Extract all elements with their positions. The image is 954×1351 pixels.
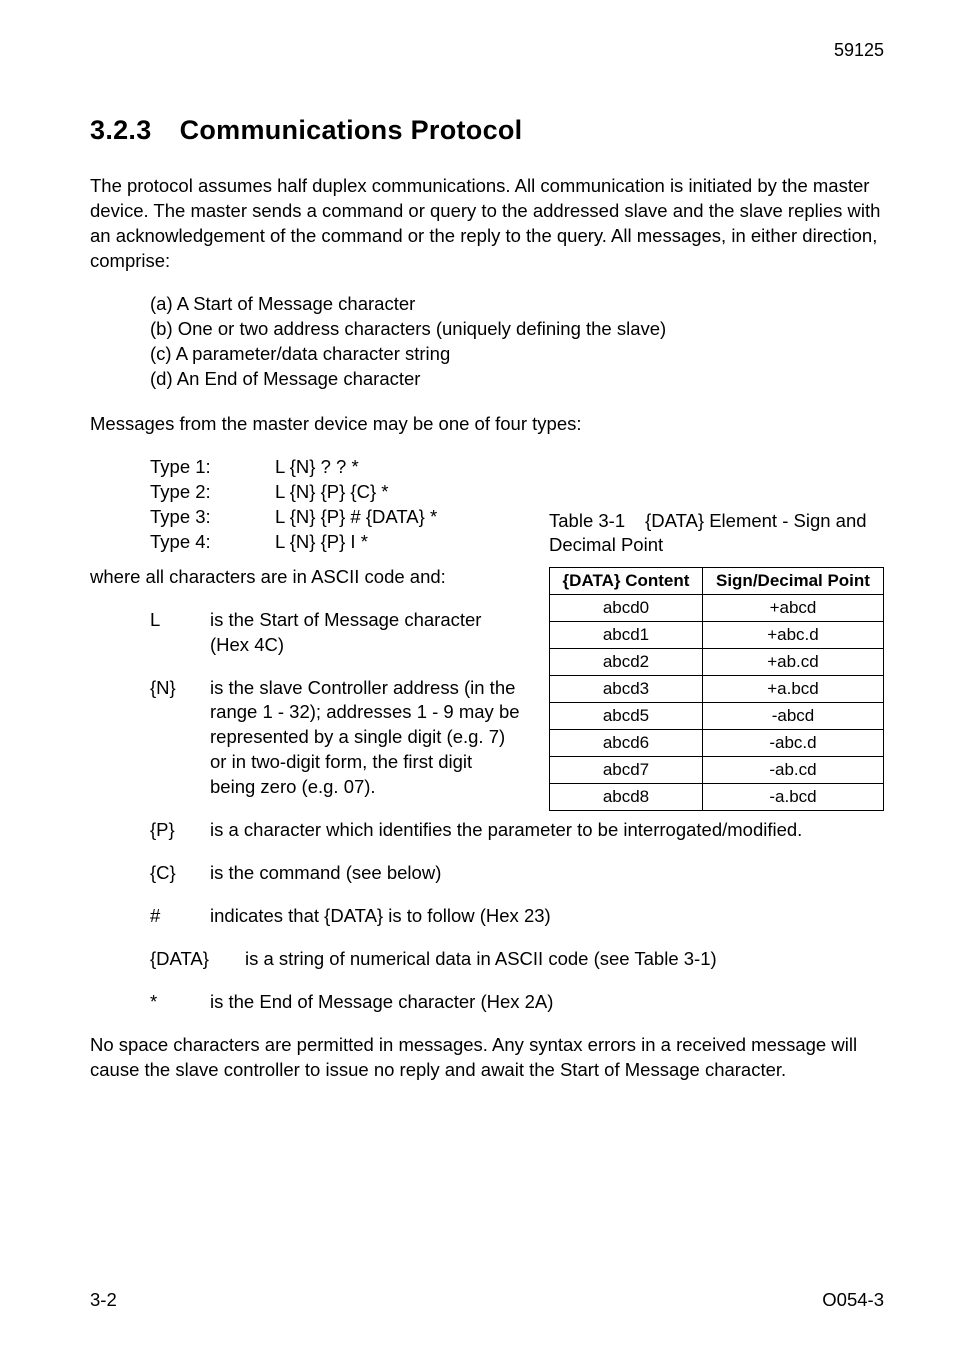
intro-paragraph: The protocol assumes half duplex communi… bbox=[90, 174, 884, 274]
footer-left: 3-2 bbox=[90, 1289, 117, 1311]
type-label: Type 3: bbox=[150, 505, 275, 530]
section-title: Communications Protocol bbox=[180, 115, 523, 145]
type-label: Type 2: bbox=[150, 480, 275, 505]
definition-term: {N} bbox=[150, 676, 210, 801]
table-cell: abcd3 bbox=[550, 675, 703, 702]
definition-term: L bbox=[150, 608, 210, 658]
table-cell: -a.bcd bbox=[702, 783, 883, 810]
definition-body: is a character which identifies the para… bbox=[210, 818, 810, 843]
types-intro: Messages from the master device may be o… bbox=[90, 412, 884, 437]
table-header: Sign/Decimal Point bbox=[702, 567, 883, 594]
page-number-top: 59125 bbox=[834, 40, 884, 61]
table-cell: abcd5 bbox=[550, 702, 703, 729]
table-cell: abcd7 bbox=[550, 756, 703, 783]
data-table: {DATA} Content Sign/Decimal Point abcd0+… bbox=[549, 567, 884, 811]
definition-body: indicates that {DATA} is to follow (Hex … bbox=[210, 904, 559, 929]
definition-term: * bbox=[150, 990, 210, 1015]
type-value: L {N} ? ? * bbox=[275, 455, 359, 480]
list-item: (b) One or two address characters (uniqu… bbox=[150, 317, 884, 342]
definition-term: {DATA} bbox=[150, 947, 245, 972]
definition-term: {P} bbox=[150, 818, 210, 843]
where-intro: where all characters are in ASCII code a… bbox=[90, 565, 530, 590]
table-cell: +abc.d bbox=[702, 621, 883, 648]
definition-body: is the End of Message character (Hex 2A) bbox=[210, 990, 561, 1015]
table-cell: abcd6 bbox=[550, 729, 703, 756]
table-cell: +abcd bbox=[702, 594, 883, 621]
table-cell: +a.bcd bbox=[702, 675, 883, 702]
left-column: where all characters are in ASCII code a… bbox=[90, 565, 530, 801]
table-cell: -ab.cd bbox=[702, 756, 883, 783]
table-cell: -abcd bbox=[702, 702, 883, 729]
type-label: Type 1: bbox=[150, 455, 275, 480]
definition-body: is a string of numerical data in ASCII c… bbox=[245, 947, 725, 972]
table-cell: +ab.cd bbox=[702, 648, 883, 675]
section-heading: 3.2.3 Communications Protocol bbox=[90, 115, 884, 146]
definition-body: is the Start of Message character (Hex 4… bbox=[210, 608, 530, 658]
type-value: L {N} {P} I * bbox=[275, 530, 368, 555]
table-cell: -abc.d bbox=[702, 729, 883, 756]
list-item: (d) An End of Message character bbox=[150, 367, 884, 392]
middle-section: Table 3-1{DATA} Element - Sign and Decim… bbox=[90, 565, 884, 1016]
table-cell: abcd2 bbox=[550, 648, 703, 675]
list-item: (a) A Start of Message character bbox=[150, 292, 884, 317]
list-item: (c) A parameter/data character string bbox=[150, 342, 884, 367]
type-value: L {N} {P} {C} * bbox=[275, 480, 389, 505]
type-value: L {N} {P} # {DATA} * bbox=[275, 505, 437, 530]
table-cell: abcd0 bbox=[550, 594, 703, 621]
definition-body: is the slave Controller address (in the … bbox=[210, 676, 530, 801]
section-number: 3.2.3 bbox=[90, 115, 152, 146]
definition-body: is the command (see below) bbox=[210, 861, 449, 886]
table-cell: abcd8 bbox=[550, 783, 703, 810]
page-footer: 3-2 O054-3 bbox=[90, 1289, 884, 1311]
table-caption: Table 3-1{DATA} Element - Sign and Decim… bbox=[549, 509, 884, 557]
table-cell: abcd1 bbox=[550, 621, 703, 648]
footer-right: O054-3 bbox=[822, 1289, 884, 1311]
type-label: Type 4: bbox=[150, 530, 275, 555]
definition-term: {C} bbox=[150, 861, 210, 886]
definition-term: # bbox=[150, 904, 210, 929]
abc-list: (a) A Start of Message character (b) One… bbox=[150, 292, 884, 392]
table-caption-label: Table 3-1 bbox=[549, 509, 625, 533]
closing-paragraph: No space characters are permitted in mes… bbox=[90, 1033, 884, 1083]
table-header: {DATA} Content bbox=[550, 567, 703, 594]
